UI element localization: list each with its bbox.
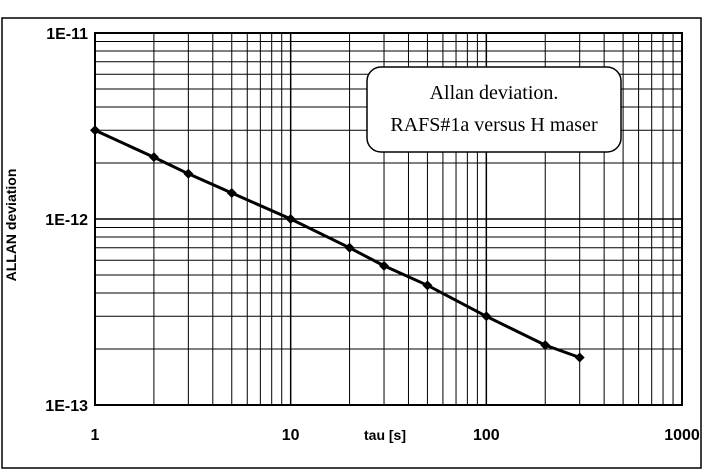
tick-labels: 1 10 100 1000 1E-13 1E-12 1E-11 xyxy=(45,26,700,444)
chart-border xyxy=(1,17,702,469)
x-tick-label: 10 xyxy=(282,427,300,444)
data-point-marker xyxy=(285,214,296,224)
data-point-marker xyxy=(574,352,585,363)
data-point-marker xyxy=(90,125,100,136)
x-tick-label: 1000 xyxy=(664,427,700,444)
data-point-marker xyxy=(540,340,551,351)
plot-area-frame xyxy=(94,32,683,406)
x-tick-label: 100 xyxy=(473,427,500,444)
x-axis-title: tau [s] xyxy=(364,427,406,443)
y-tick-label: 1E-12 xyxy=(45,212,88,229)
series-layer xyxy=(90,125,585,363)
series-line xyxy=(94,128,581,359)
y-axis-title: ALLAN deviation xyxy=(3,169,19,282)
y-tick-label: 1E-11 xyxy=(46,26,88,43)
legend-frame xyxy=(366,66,622,153)
data-point-marker xyxy=(183,168,194,179)
data-point-marker xyxy=(344,242,355,253)
data-point-marker xyxy=(481,311,492,322)
legend-line-1: Allan deviation. xyxy=(430,82,559,104)
y-tick-label: 1E-13 xyxy=(45,398,88,415)
legend-line-2: RAFS#1a versus H maser xyxy=(390,114,598,136)
data-point-marker xyxy=(148,152,159,163)
x-tick-label: 1 xyxy=(91,427,100,444)
legend-box: Allan deviation. RAFS#1a versus H maser xyxy=(366,66,622,153)
data-point-marker xyxy=(226,187,237,198)
data-point-marker xyxy=(422,280,433,291)
data-point-marker xyxy=(379,260,390,271)
